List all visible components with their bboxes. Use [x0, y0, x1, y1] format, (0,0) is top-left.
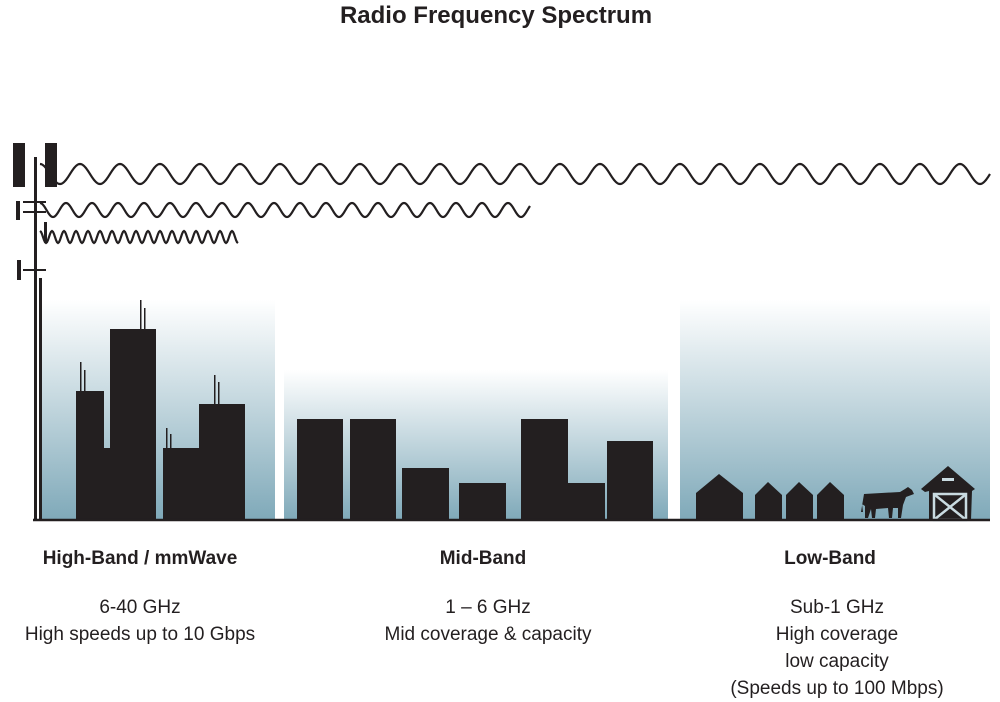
- low-band-heading: Low-Band: [784, 548, 876, 569]
- low-band-speed: (Speeds up to 100 Mbps): [730, 678, 944, 699]
- low-band-coverage: High coverage: [775, 624, 899, 645]
- low-band-capacity: low capacity: [785, 651, 889, 672]
- cow-icon: [861, 487, 914, 518]
- low-band-range: Sub-1 GHz: [790, 597, 884, 618]
- high-band-range: 6-40 GHz: [99, 597, 181, 618]
- mid-band-range: 1 – 6 GHz: [445, 597, 531, 618]
- radio-waves: [39, 162, 991, 245]
- house-icon: [755, 482, 782, 520]
- high-band-speed: High speeds up to 10 Gbps: [24, 624, 256, 645]
- high-band-wave: [39, 229, 239, 245]
- low-band-description: Sub-1 GHz High coverage low capacity (Sp…: [730, 594, 943, 702]
- mid-band-heading: Mid-Band: [439, 548, 527, 569]
- low-band-rural: [696, 466, 975, 522]
- high-band-heading: High-Band / mmWave: [42, 548, 238, 569]
- mid-band-description: 1 – 6 GHz Mid coverage & capacity: [385, 594, 592, 648]
- mid-band-buildings: [297, 419, 653, 520]
- mid-band-wave: [39, 201, 531, 219]
- mid-band-coverage: Mid coverage & capacity: [384, 624, 592, 645]
- low-band-wave: [39, 162, 991, 186]
- house-icon: [817, 482, 844, 520]
- page-title: Radio Frequency Spectrum: [339, 2, 653, 29]
- house-icon: [786, 482, 813, 520]
- cell-tower-icon: [13, 143, 57, 520]
- high-band-buildings: [76, 300, 245, 520]
- high-band-description: 6-40 GHz High speeds up to 10 Gbps: [25, 594, 255, 648]
- house-icon: [696, 474, 743, 520]
